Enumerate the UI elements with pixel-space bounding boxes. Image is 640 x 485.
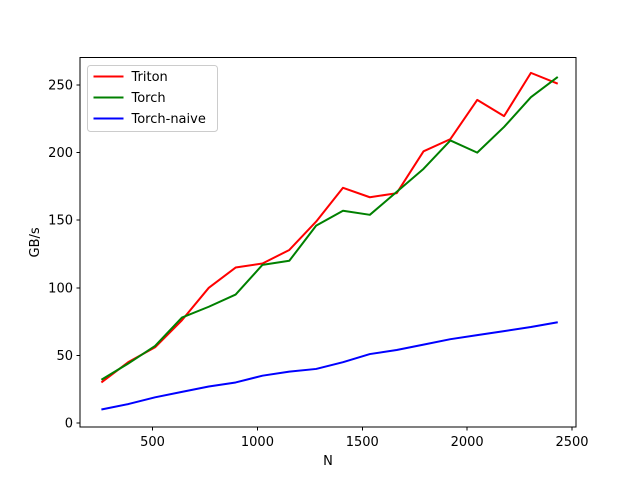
y-tick-label: 100 bbox=[48, 281, 73, 296]
plot-area bbox=[79, 57, 577, 428]
y-axis-ticks: 0 50 100 150 200 250 bbox=[48, 79, 80, 432]
series-lines bbox=[100, 71, 559, 411]
x-tick-label: 2500 bbox=[555, 435, 588, 450]
y-tick-label: 50 bbox=[56, 349, 73, 364]
y-tick-label: 150 bbox=[48, 214, 73, 229]
legend-label-torch: Torch bbox=[131, 91, 166, 106]
y-tick-label: 250 bbox=[48, 79, 73, 94]
x-axis-ticks: 500 1000 1500 2000 2500 bbox=[140, 427, 589, 450]
legend-label-triton: Triton bbox=[131, 70, 168, 85]
x-tick-label: 2000 bbox=[451, 435, 484, 450]
legend: Triton Torch Torch-naive bbox=[87, 65, 218, 132]
y-axis-label: GB/s bbox=[28, 227, 43, 257]
y-tick-label: 200 bbox=[48, 146, 73, 161]
legend-entries: Triton Torch Torch-naive bbox=[93, 70, 206, 127]
x-tick-label: 500 bbox=[140, 435, 165, 450]
x-tick-label: 1500 bbox=[346, 435, 379, 450]
legend-label-torch-naive: Torch-naive bbox=[131, 112, 206, 127]
series-line-triton bbox=[100, 71, 559, 384]
x-axis-label: N bbox=[323, 454, 333, 469]
legend-box bbox=[87, 65, 218, 132]
series-line-torch bbox=[100, 76, 559, 381]
y-tick-label: 0 bbox=[65, 417, 73, 432]
x-tick-label: 1000 bbox=[241, 435, 274, 450]
series-line-torch-naive bbox=[101, 321, 558, 411]
